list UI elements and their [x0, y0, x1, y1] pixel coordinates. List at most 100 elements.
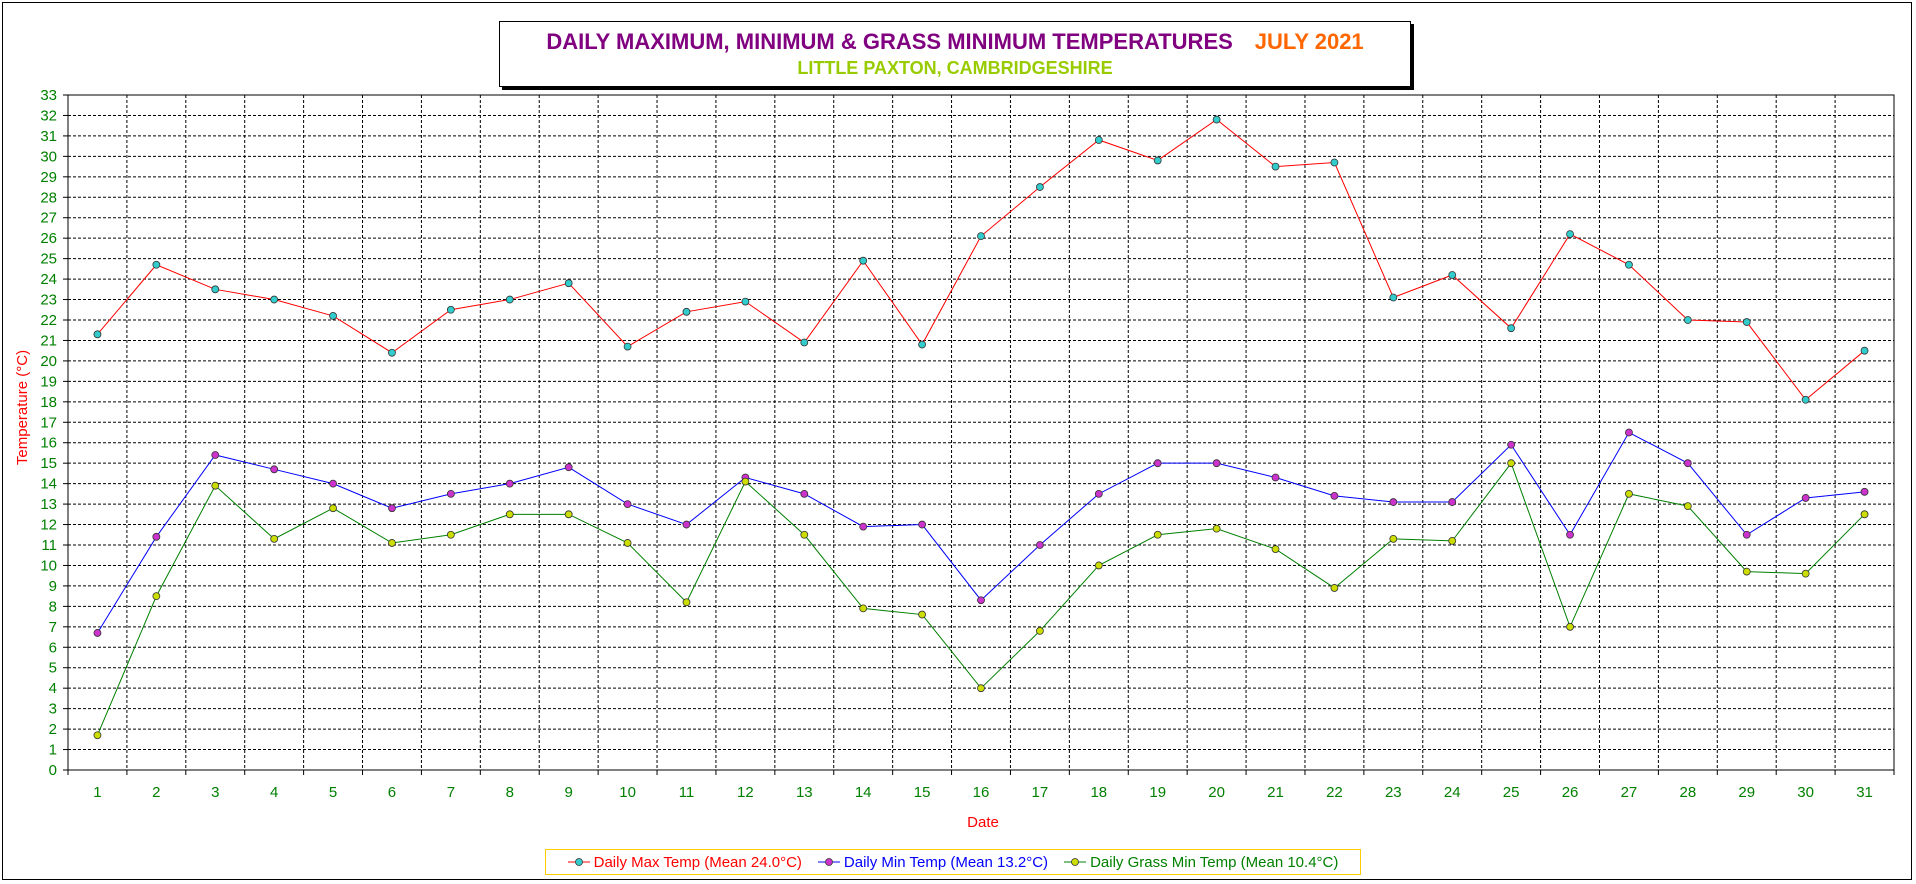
data-point	[1389, 534, 1398, 543]
data-point	[505, 295, 514, 304]
data-point	[1448, 271, 1457, 279]
x-tick-label: 18	[1090, 784, 1107, 801]
data-point	[977, 232, 985, 241]
data-point	[564, 279, 573, 288]
data-point	[1036, 627, 1044, 635]
data-point	[270, 465, 279, 474]
legend-item: Daily Max Temp (Mean 24.0°C)	[567, 853, 802, 871]
y-tick-label: 5	[49, 660, 57, 677]
x-tick-label: 9	[565, 784, 573, 801]
data-point	[505, 479, 514, 488]
data-point	[1801, 569, 1810, 578]
data-point	[623, 500, 632, 508]
y-tick-label: 32	[40, 107, 57, 124]
x-tick-label: 2	[152, 784, 160, 801]
x-axis-title: Date	[967, 814, 999, 831]
data-point	[1742, 318, 1751, 326]
legend-item: Daily Grass Min Temp (Mean 10.4°C)	[1064, 854, 1338, 871]
x-tick-label: 14	[855, 784, 872, 801]
y-tick-label: 27	[40, 210, 57, 227]
data-point	[623, 342, 632, 351]
y-tick-label: 10	[40, 557, 57, 574]
x-tick-label: 30	[1797, 784, 1814, 801]
data-point	[1860, 487, 1869, 496]
data-point	[1566, 530, 1574, 539]
data-point	[1212, 524, 1221, 533]
x-tick-label: 1	[93, 784, 101, 801]
chart-title-date: JULY 2021	[1254, 29, 1364, 54]
data-point	[564, 510, 573, 519]
data-point	[800, 489, 809, 498]
data-point	[1094, 136, 1103, 144]
x-tick-label: 24	[1444, 784, 1461, 801]
y-tick-label: 13	[40, 496, 57, 513]
data-point	[564, 463, 573, 472]
data-point	[388, 348, 396, 357]
data-point	[1625, 428, 1633, 437]
data-point	[1036, 541, 1044, 549]
x-tick-label: 20	[1208, 784, 1225, 801]
legend-item: Daily Min Temp (Mean 13.2°C)	[817, 854, 1048, 871]
x-tick-label: 16	[973, 784, 990, 801]
data-point	[977, 684, 985, 693]
data-point	[152, 260, 161, 269]
y-tick-label: 30	[40, 148, 57, 165]
y-tick-label: 17	[40, 414, 57, 431]
x-tick-label: 4	[270, 784, 278, 801]
plot-border	[67, 94, 1895, 771]
data-point	[1507, 459, 1516, 468]
data-point	[1860, 510, 1869, 519]
data-point	[1566, 230, 1574, 238]
x-tick-label: 5	[329, 784, 337, 801]
data-point	[152, 592, 161, 601]
data-point	[1153, 459, 1162, 468]
x-tick-label: 3	[211, 784, 219, 801]
data-point	[1683, 502, 1692, 511]
x-tick-label: 12	[737, 784, 754, 801]
y-tick-label: 19	[40, 373, 57, 390]
data-point	[388, 539, 396, 547]
data-point	[270, 534, 279, 543]
data-point	[1683, 459, 1692, 468]
chart-title: DAILY MAXIMUM, MINIMUM & GRASS MINIMUM T…	[546, 29, 1233, 54]
x-tick-label: 13	[796, 784, 813, 801]
data-point	[859, 522, 868, 531]
y-tick-label: 15	[40, 455, 57, 472]
data-point	[1801, 395, 1810, 404]
data-point	[859, 256, 868, 265]
x-tick-label: 15	[914, 784, 931, 801]
data-point	[1507, 324, 1516, 333]
chart-subtitle: LITTLE PAXTON, CAMBRIDGESHIRE	[797, 58, 1113, 78]
data-point	[1036, 183, 1044, 191]
x-tick-label: 21	[1267, 784, 1284, 801]
y-tick-label: 11	[41, 537, 57, 554]
data-point	[800, 530, 809, 539]
data-point	[1742, 567, 1751, 576]
y-tick-label: 23	[40, 292, 57, 309]
legend: Daily Max Temp (Mean 24.0°C) Daily Min Te…	[545, 849, 1361, 875]
y-tick-label: 8	[49, 598, 57, 615]
data-point	[1801, 494, 1810, 502]
data-point	[918, 340, 926, 349]
data-point	[388, 504, 396, 513]
y-tick-label: 16	[40, 435, 57, 452]
legend-label: Daily Max Temp (Mean 24.0°C)	[593, 853, 802, 871]
x-tick-label: 11	[679, 784, 695, 801]
data-point	[682, 598, 691, 607]
data-point	[1742, 530, 1751, 539]
chart-title-box: DAILY MAXIMUM, MINIMUM & GRASS MINIMUM T…	[499, 21, 1411, 87]
y-tick-label: 22	[40, 312, 57, 329]
y-tick-label: 18	[40, 394, 57, 411]
data-point	[977, 596, 985, 605]
y-tick-label: 21	[40, 332, 57, 349]
data-point	[211, 451, 220, 459]
data-point	[1389, 498, 1398, 506]
y-tick-label: 26	[40, 230, 57, 247]
y-tick-label: 14	[40, 476, 57, 493]
y-tick-label: 29	[40, 169, 57, 186]
data-point	[1271, 473, 1280, 482]
data-point	[1448, 537, 1457, 545]
data-point	[1094, 561, 1103, 570]
data-point	[1507, 440, 1516, 449]
